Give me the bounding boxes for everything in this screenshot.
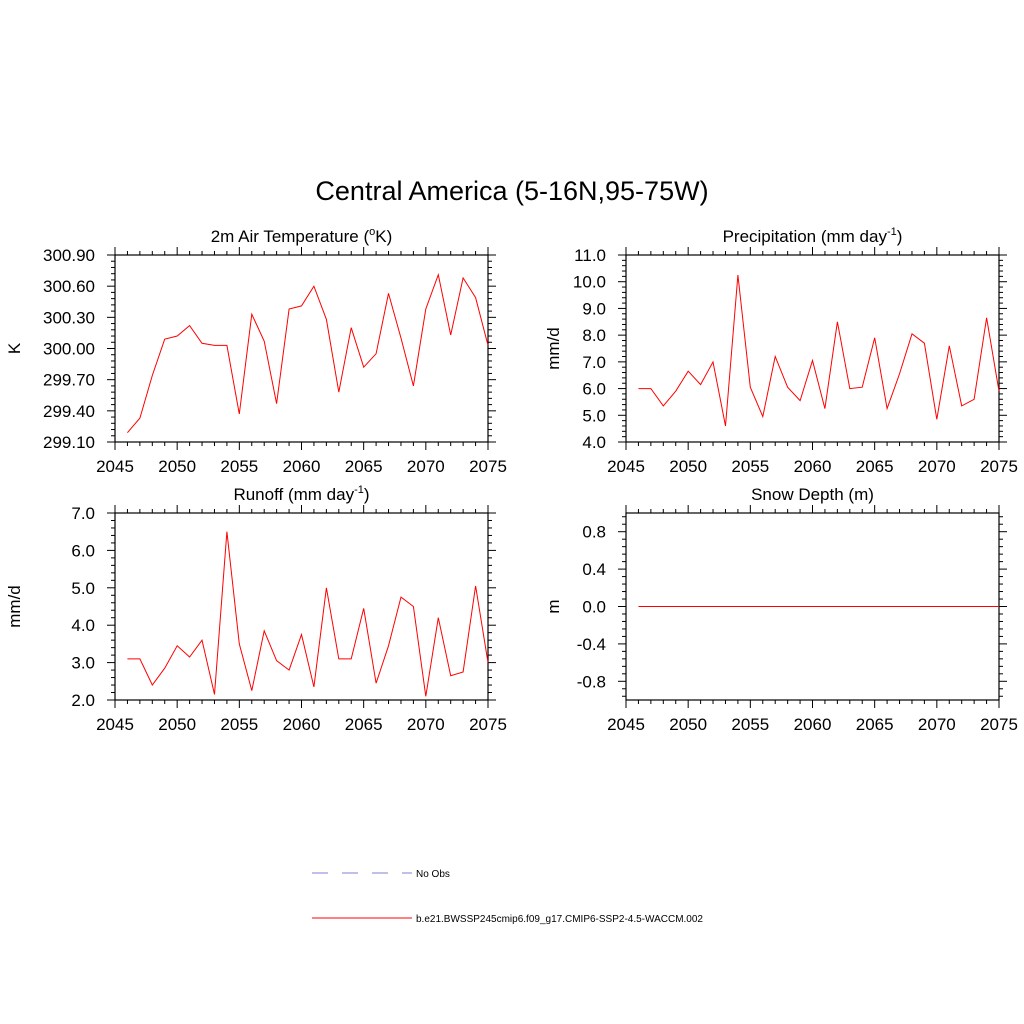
panel-title: Precipitation (mm day-1) — [723, 226, 903, 246]
panel-title: Runoff (mm day-1) — [233, 484, 369, 504]
y-tick-label: 6.0 — [71, 541, 95, 560]
plot-frame — [114, 254, 489, 443]
figure-title: Central America (5-16N,95-75W) — [315, 176, 708, 206]
series-line — [127, 272, 489, 434]
y-axis-label: mm/d — [5, 585, 24, 628]
x-tick-label: 2065 — [856, 457, 894, 476]
x-tick-label: 2045 — [96, 457, 134, 476]
panels: 2045 2050 2055 2060 2065 2070 2075 299.10 299.40… — [5, 226, 1018, 734]
x-tick-label: 2070 — [407, 715, 445, 734]
panel-0: 2045 2050 2055 2060 2065 2070 2075 299.10 299.40… — [5, 226, 507, 476]
x-tick-label: 2055 — [220, 715, 258, 734]
y-tick-label: 299.70 — [43, 371, 95, 390]
y-tick-label: 5.0 — [71, 579, 95, 598]
series-line — [127, 531, 489, 697]
y-tick-label: 11.0 — [574, 246, 606, 265]
y-tick-label: 3.0 — [71, 654, 95, 673]
y-tick-label: 299.40 — [43, 402, 95, 421]
y-tick-label: 4.0 — [71, 616, 95, 635]
x-tick-label: 2055 — [731, 715, 769, 734]
panel-3: 2045 2050 2055 2060 2065 2070 2075 -0.8 -0.4 0.0 0… — [544, 485, 1018, 734]
y-tick-label: 300.00 — [43, 340, 95, 359]
x-tick-label: 2075 — [469, 715, 507, 734]
y-tick-label: 7.0 — [582, 353, 606, 372]
panel-2: 2045 2050 2055 2060 2065 2070 2075 2.0 3.0 4.0 5.0… — [5, 484, 507, 734]
y-tick-label: 5.0 — [582, 406, 606, 425]
panel-1: 2045 2050 2055 2060 2065 2070 2075 4.0 5.0 6.0 7.0… — [544, 226, 1018, 476]
x-tick-label: 2065 — [856, 715, 894, 734]
y-tick-label: 0.8 — [582, 523, 606, 542]
y-tick-label: 300.90 — [43, 246, 95, 265]
legend: No Obs b.e21.BWSSP245cmip6.f09_g17.CMIP6… — [312, 869, 703, 925]
legend-obs-label: No Obs — [416, 869, 450, 880]
y-tick-label: 9.0 — [582, 299, 606, 318]
x-tick-label: 2060 — [794, 457, 832, 476]
y-tick-label: 6.0 — [582, 380, 606, 399]
x-tick-label: 2075 — [980, 457, 1018, 476]
y-tick-label: 299.10 — [43, 433, 95, 452]
y-tick-label: 4.0 — [582, 433, 606, 452]
panel-title: Snow Depth (m) — [751, 485, 874, 504]
y-tick-label: -0.4 — [577, 635, 606, 654]
x-tick-label: 2060 — [283, 457, 321, 476]
y-tick-label: 2.0 — [71, 691, 95, 710]
y-tick-label: 8.0 — [582, 326, 606, 345]
x-tick-label: 2075 — [469, 457, 507, 476]
x-tick-label: 2050 — [158, 457, 196, 476]
y-tick-label: 300.30 — [43, 308, 95, 327]
x-tick-label: 2050 — [158, 715, 196, 734]
x-tick-label: 2070 — [918, 457, 956, 476]
x-tick-label: 2070 — [918, 715, 956, 734]
plot-frame — [114, 512, 489, 701]
y-axis-label: m — [544, 599, 563, 613]
y-tick-label: 0.4 — [582, 560, 606, 579]
series-line — [638, 274, 1000, 427]
x-tick-label: 2050 — [669, 715, 707, 734]
x-tick-label: 2045 — [607, 457, 645, 476]
y-axis-label: mm/d — [544, 327, 563, 370]
x-tick-label: 2045 — [96, 715, 134, 734]
y-tick-label: 10.0 — [573, 273, 606, 292]
x-tick-label: 2050 — [669, 457, 707, 476]
x-tick-label: 2055 — [220, 457, 258, 476]
y-tick-label: 7.0 — [71, 504, 95, 523]
y-tick-label: 300.60 — [43, 277, 95, 296]
panel-title: 2m Air Temperature (oK) — [211, 226, 393, 246]
legend-model-label: b.e21.BWSSP245cmip6.f09_g17.CMIP6-SSP2-4… — [416, 914, 703, 925]
x-tick-label: 2065 — [345, 715, 383, 734]
y-axis-label: K — [5, 342, 24, 354]
x-tick-label: 2060 — [283, 715, 321, 734]
plot-frame — [625, 254, 1000, 443]
x-tick-label: 2065 — [345, 457, 383, 476]
x-tick-label: 2070 — [407, 457, 445, 476]
y-tick-label: -0.8 — [577, 672, 606, 691]
y-tick-label: 0.0 — [582, 598, 606, 617]
x-tick-label: 2055 — [731, 457, 769, 476]
x-tick-label: 2045 — [607, 715, 645, 734]
x-tick-label: 2060 — [794, 715, 832, 734]
x-tick-label: 2075 — [980, 715, 1018, 734]
